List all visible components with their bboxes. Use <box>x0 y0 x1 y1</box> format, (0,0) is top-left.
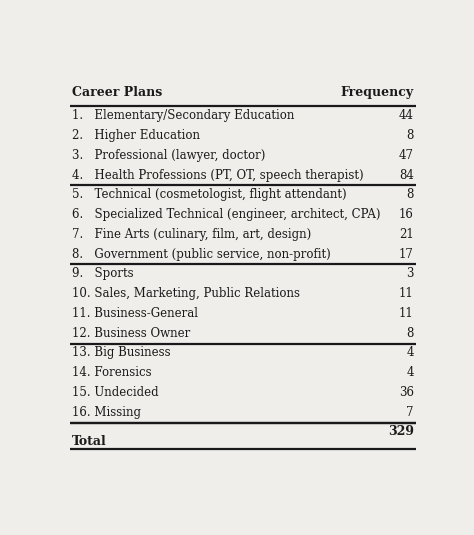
Text: 11. Business-General: 11. Business-General <box>72 307 198 320</box>
Text: 4: 4 <box>406 347 414 360</box>
Text: 9.   Sports: 9. Sports <box>72 268 134 280</box>
Text: 11: 11 <box>399 307 414 320</box>
Text: Frequency: Frequency <box>341 86 414 98</box>
Text: 329: 329 <box>388 425 414 438</box>
Text: Career Plans: Career Plans <box>72 86 163 98</box>
Text: 16: 16 <box>399 208 414 221</box>
Text: 15. Undecided: 15. Undecided <box>72 386 159 399</box>
Text: 2.   Higher Education: 2. Higher Education <box>72 129 200 142</box>
Text: 13. Big Business: 13. Big Business <box>72 347 171 360</box>
Text: 44: 44 <box>399 109 414 122</box>
Text: 1.   Elementary/Secondary Education: 1. Elementary/Secondary Education <box>72 109 294 122</box>
Text: 16. Missing: 16. Missing <box>72 406 141 419</box>
Text: 4.   Health Professions (PT, OT, speech therapist): 4. Health Professions (PT, OT, speech th… <box>72 169 364 181</box>
Text: 8: 8 <box>406 188 414 201</box>
Text: 12. Business Owner: 12. Business Owner <box>72 327 191 340</box>
Text: 3: 3 <box>406 268 414 280</box>
Text: 7.   Fine Arts (culinary, film, art, design): 7. Fine Arts (culinary, film, art, desig… <box>72 228 311 241</box>
Text: 47: 47 <box>399 149 414 162</box>
Text: 6.   Specialized Technical (engineer, architect, CPA): 6. Specialized Technical (engineer, arch… <box>72 208 381 221</box>
Text: 84: 84 <box>399 169 414 181</box>
Text: 36: 36 <box>399 386 414 399</box>
Text: 21: 21 <box>399 228 414 241</box>
Text: 7: 7 <box>406 406 414 419</box>
Text: 14. Forensics: 14. Forensics <box>72 366 152 379</box>
Text: 8.   Government (public service, non-profit): 8. Government (public service, non-profi… <box>72 248 331 261</box>
Text: 11: 11 <box>399 287 414 300</box>
Text: 10. Sales, Marketing, Public Relations: 10. Sales, Marketing, Public Relations <box>72 287 300 300</box>
Text: Total: Total <box>72 435 107 448</box>
Text: 8: 8 <box>406 129 414 142</box>
Text: 3.   Professional (lawyer, doctor): 3. Professional (lawyer, doctor) <box>72 149 265 162</box>
Text: 4: 4 <box>406 366 414 379</box>
Text: 8: 8 <box>406 327 414 340</box>
Text: 5.   Technical (cosmetologist, flight attendant): 5. Technical (cosmetologist, flight atte… <box>72 188 347 201</box>
Text: 17: 17 <box>399 248 414 261</box>
